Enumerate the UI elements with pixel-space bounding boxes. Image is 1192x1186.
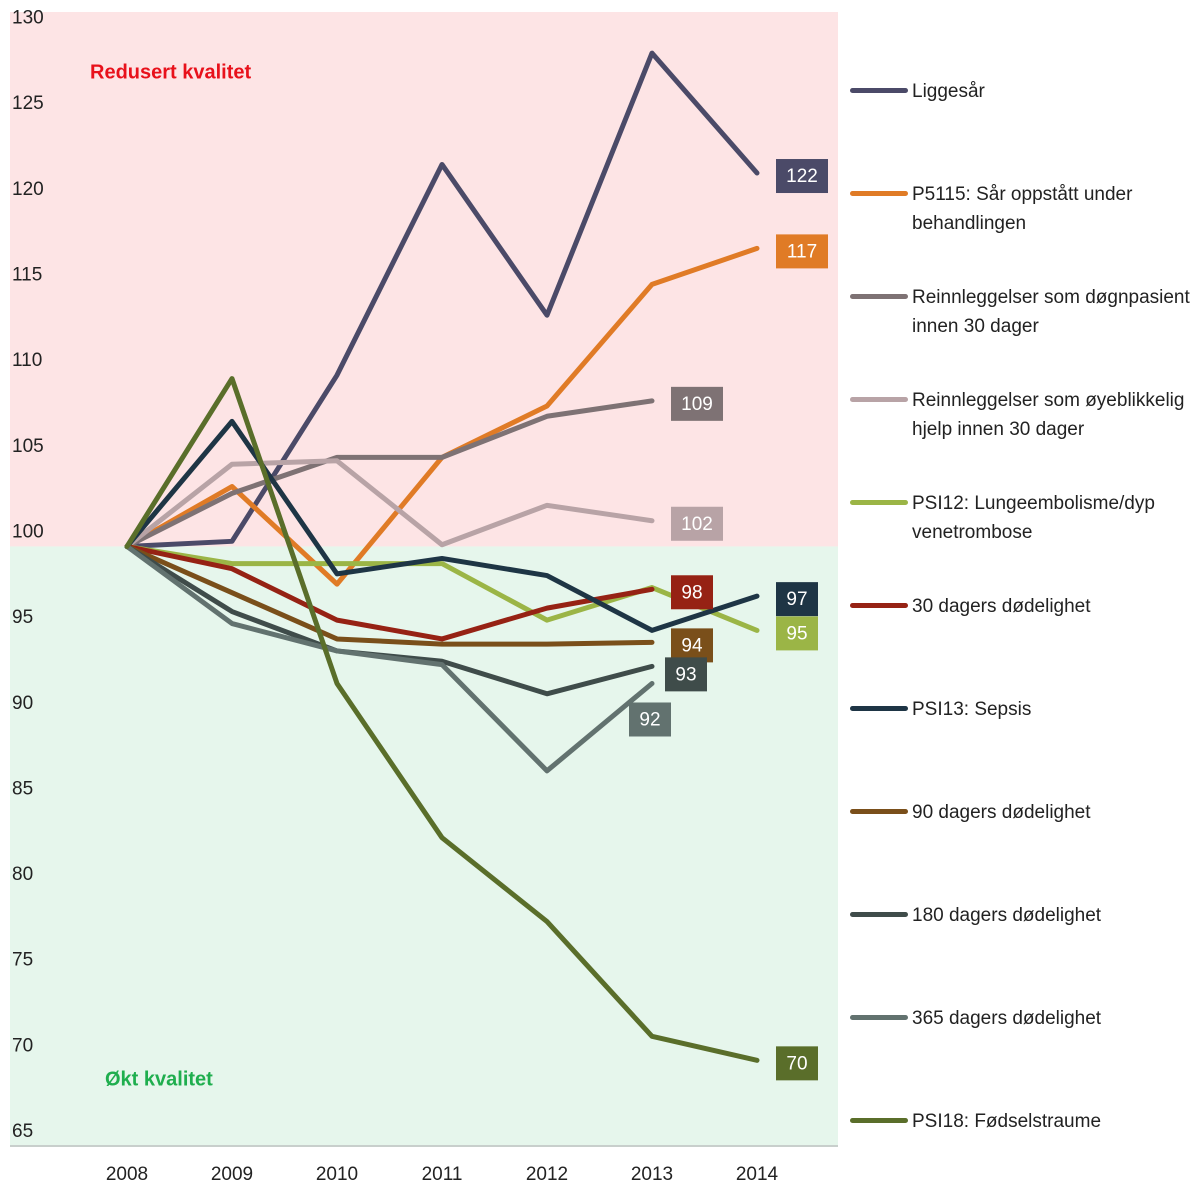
legend-swatch — [850, 500, 908, 505]
annotation: Redusert kvalitet — [90, 61, 252, 83]
series-line — [124, 458, 655, 549]
series-line — [124, 543, 655, 774]
x-tick-label: 2013 — [631, 1164, 673, 1185]
y-tick-label: 65 — [12, 1121, 33, 1142]
legend-item: 365 dagers dødelighet — [850, 1004, 1190, 1033]
value-label-box — [776, 1046, 818, 1081]
legend-label: 180 dagers dødelighet — [912, 905, 1102, 926]
legend-swatch — [850, 294, 908, 299]
value-label: 109 — [681, 394, 713, 415]
value-label-box — [671, 575, 713, 610]
legend-item: P5115: Sår oppstått under behandlingen — [850, 180, 1190, 238]
legend-item: Liggesår — [850, 77, 1190, 106]
y-tick-label: 90 — [12, 693, 33, 714]
legend-swatch — [850, 912, 908, 917]
band-upper — [10, 12, 838, 547]
legend-swatch — [850, 191, 908, 196]
value-label: 70 — [786, 1053, 807, 1074]
legend-label: PSI18: Fødselstraume — [912, 1111, 1102, 1132]
legend-swatch — [850, 1118, 908, 1123]
legend-label: Reinnleggelser som øyeblikkelig hjelp in… — [912, 390, 1185, 440]
value-label-box — [776, 159, 828, 194]
value-label: 98 — [681, 582, 702, 603]
series-line — [124, 376, 760, 1063]
y-tick-label: 75 — [12, 950, 33, 971]
series-line — [124, 50, 760, 549]
value-label: 93 — [675, 664, 696, 685]
series-line — [124, 418, 760, 633]
x-tick-label: 2011 — [422, 1164, 463, 1185]
annotation: Økt kvalitet — [105, 1068, 213, 1090]
legend-swatch — [850, 809, 908, 814]
y-tick-label: 100 — [12, 521, 44, 542]
x-tick-label: 2010 — [316, 1164, 358, 1185]
series-line — [124, 398, 655, 549]
legend-label: PSI12: Lungeembolisme/dyp venetrombose — [912, 493, 1155, 543]
legend-label: 30 dagers dødelighet — [912, 596, 1091, 617]
value-label: 122 — [786, 166, 818, 187]
legend-item: PSI18: Fødselstraume — [850, 1107, 1190, 1136]
legend-item: Reinnleggelser som døgnpasient innen 30 … — [850, 283, 1190, 341]
legend-swatch — [850, 88, 908, 93]
x-tick-label: 2014 — [736, 1164, 779, 1185]
series-line — [124, 543, 655, 647]
value-label-box — [776, 616, 818, 651]
y-tick-label: 80 — [12, 864, 33, 885]
legend-swatch — [850, 706, 908, 711]
value-label: 117 — [787, 241, 817, 262]
value-label-box — [776, 582, 818, 617]
y-tick-label: 70 — [12, 1035, 33, 1056]
legend-item: Reinnleggelser som øyeblikkelig hjelp in… — [850, 386, 1190, 444]
value-label: 95 — [786, 623, 807, 644]
value-label: 102 — [681, 514, 713, 535]
legend-item: 30 dagers dødelighet — [850, 592, 1190, 621]
y-tick-label: 110 — [12, 350, 42, 371]
x-tick-label: 2012 — [526, 1164, 568, 1185]
legend-item: 90 dagers dødelighet — [850, 798, 1190, 827]
legend-swatch — [850, 603, 908, 608]
value-label-box — [671, 506, 723, 541]
legend-label: PSI13: Sepsis — [912, 699, 1032, 720]
legend-item: PSI13: Sepsis — [850, 695, 1190, 724]
legend-item: 180 dagers dødelighet — [850, 901, 1190, 930]
y-tick-label: 125 — [12, 93, 44, 114]
value-label-box — [671, 386, 723, 421]
y-tick-label: 120 — [12, 179, 44, 200]
x-tick-label: 2008 — [106, 1164, 148, 1185]
legend-item: PSI12: Lungeembolisme/dyp venetrombose — [850, 489, 1190, 547]
legend-label: Liggesår — [912, 81, 985, 102]
series-line — [124, 543, 655, 642]
x-tick-label: 2009 — [211, 1164, 253, 1185]
value-label-box — [671, 628, 713, 663]
legend-label: 90 dagers dødelighet — [912, 802, 1091, 823]
legend-label: P5115: Sår oppstått under behandlingen — [912, 184, 1133, 234]
y-tick-label: 85 — [12, 778, 33, 799]
value-label-box — [776, 234, 828, 269]
legend-label: Reinnleggelser som døgnpasient innen 30 … — [912, 287, 1190, 337]
legend-swatch — [850, 1015, 908, 1020]
legend-label: 365 dagers dødelighet — [912, 1008, 1102, 1029]
value-label-box — [665, 657, 707, 692]
y-tick-label: 95 — [12, 607, 33, 628]
legend-swatch — [850, 397, 908, 402]
value-label: 97 — [786, 589, 807, 610]
value-label-box — [629, 702, 671, 737]
y-tick-label: 115 — [12, 265, 42, 286]
value-label: 92 — [639, 710, 660, 731]
y-tick-label: 130 — [12, 8, 44, 29]
y-tick-label: 105 — [12, 436, 44, 457]
value-label: 94 — [681, 635, 703, 656]
